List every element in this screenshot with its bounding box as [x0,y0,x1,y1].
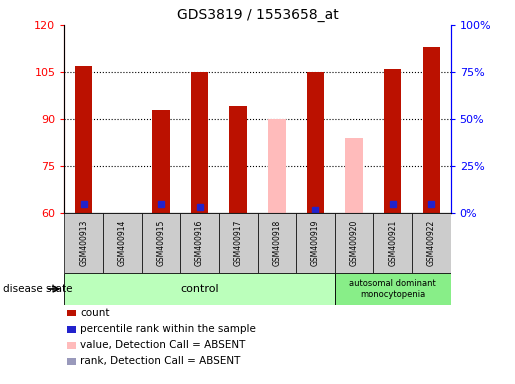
Text: GSM400918: GSM400918 [272,220,281,266]
Text: value, Detection Call = ABSENT: value, Detection Call = ABSENT [80,340,246,350]
Bar [268,119,285,213]
Text: rank, Detection Call = ABSENT: rank, Detection Call = ABSENT [80,356,241,366]
Bar [335,213,373,273]
Text: GSM400913: GSM400913 [79,220,88,266]
Bar [152,110,169,213]
Text: disease state: disease state [3,284,72,294]
Bar [64,213,103,273]
Text: GSM400920: GSM400920 [350,220,358,266]
Text: GSM400921: GSM400921 [388,220,397,266]
Bar [296,213,335,273]
Bar [180,213,219,273]
Text: GSM400915: GSM400915 [157,220,165,266]
Text: GSM400922: GSM400922 [427,220,436,266]
Bar [346,138,363,213]
Text: percentile rank within the sample: percentile rank within the sample [80,324,256,334]
Text: GSM400919: GSM400919 [311,220,320,266]
Text: autosomal dominant
monocytopenia: autosomal dominant monocytopenia [349,279,436,299]
Bar [373,213,412,273]
Text: GDS3819 / 1553658_at: GDS3819 / 1553658_at [177,8,338,22]
Text: count: count [80,308,110,318]
Text: GSM400917: GSM400917 [234,220,243,266]
Text: GSM400916: GSM400916 [195,220,204,266]
Text: GSM400914: GSM400914 [118,220,127,266]
Bar [423,47,440,213]
Bar [384,69,401,213]
Bar [307,72,324,213]
Bar [75,66,92,213]
Bar [191,72,208,213]
Bar [64,273,335,305]
Bar [258,213,296,273]
Bar [335,273,451,305]
Bar [219,213,258,273]
Bar [103,213,142,273]
Text: control: control [180,284,219,294]
Bar [142,213,180,273]
Bar [412,213,451,273]
Bar [230,106,247,213]
